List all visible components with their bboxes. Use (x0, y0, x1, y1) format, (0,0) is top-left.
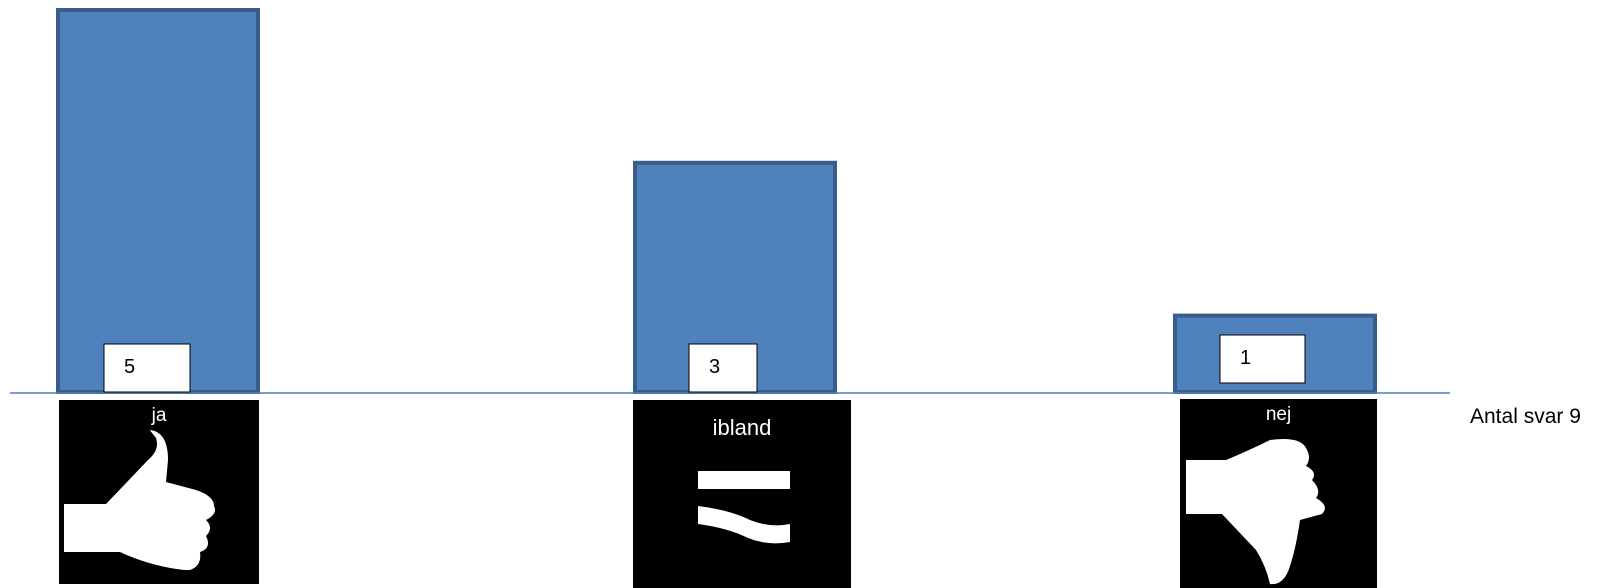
data-label-box (1219, 334, 1306, 384)
bar-ja (56, 8, 260, 394)
total-responses-label: Antal svar 9 (1470, 405, 1581, 428)
thumbs-up-icon (64, 429, 215, 570)
data-label: 1 (1240, 347, 1251, 369)
data-label: 3 (709, 356, 720, 378)
tick-label-ibland: ibland (713, 415, 772, 440)
approximately-equal-icon (698, 471, 790, 544)
data-label: 5 (124, 356, 135, 378)
category-panels-group: ja ibland nej (59, 399, 1377, 588)
bars-group (56, 8, 1377, 395)
data-label-box (103, 343, 191, 393)
category-icon-panel (633, 400, 851, 588)
tick-label-ja: ja (151, 405, 167, 426)
thumbs-down-icon (1186, 439, 1325, 585)
data-label-box (688, 343, 758, 393)
tick-label-nej: nej (1266, 404, 1291, 425)
data-labels-group: 5 3 1 (103, 334, 1306, 393)
